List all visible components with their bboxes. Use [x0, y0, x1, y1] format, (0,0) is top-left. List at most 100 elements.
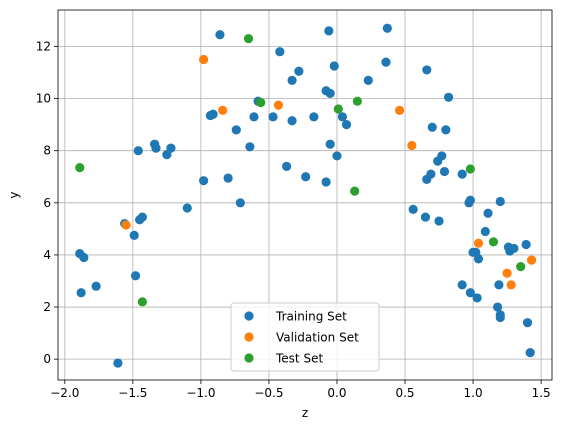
data-point: [439, 166, 450, 177]
data-point: [208, 109, 218, 119]
data-point: [309, 112, 319, 122]
x-tick-label: −2.0: [50, 386, 79, 400]
data-point: [337, 112, 348, 122]
y-tick-label: 10: [36, 92, 51, 106]
data-point: [282, 161, 292, 171]
data-point: [275, 47, 285, 57]
data-point: [137, 212, 147, 222]
x-tick-label: 1.5: [532, 386, 551, 400]
data-point: [231, 125, 241, 135]
data-point: [483, 208, 493, 218]
data-point: [381, 57, 391, 67]
data-point: [352, 96, 362, 106]
data-point: [480, 226, 490, 237]
data-point: [151, 143, 161, 153]
y-tick-label: 6: [43, 196, 51, 210]
axis-ticks: −2.0 −1.5 −1.0 −0.5 0.0 0.5 1.0 1.5 0 2 4 6 8 10 12: [36, 39, 551, 400]
data-point: [521, 239, 531, 250]
data-point: [488, 237, 499, 247]
series-test-set: [75, 34, 526, 307]
data-point: [495, 312, 505, 323]
data-point: [113, 358, 123, 368]
data-point: [249, 112, 259, 122]
data-point: [472, 293, 482, 303]
data-point: [516, 262, 526, 272]
plot-frame: [57, 9, 553, 381]
data-point: [495, 196, 505, 207]
data-point: [506, 280, 516, 290]
series-validation-set: [121, 54, 537, 290]
data-point: [325, 88, 335, 98]
x-tick-label: −1.0: [186, 386, 215, 400]
data-point: [182, 203, 192, 213]
data-point: [394, 105, 405, 115]
y-axis-label: y: [7, 191, 21, 198]
data-point: [437, 151, 447, 161]
data-point: [522, 318, 533, 328]
data-point: [525, 348, 535, 358]
data-point: [509, 243, 519, 254]
data-point: [218, 105, 228, 115]
data-point: [473, 238, 484, 248]
data-point: [457, 169, 467, 179]
data-point: [321, 177, 331, 187]
data-point: [76, 288, 86, 298]
data-point: [494, 280, 504, 290]
data-point: [133, 146, 143, 156]
data-point: [420, 212, 431, 222]
data-point: [350, 186, 360, 196]
y-tick-label: 4: [43, 248, 51, 262]
x-tick-label: −0.5: [254, 386, 283, 400]
legend-marker: [244, 332, 254, 342]
y-tick-label: 0: [43, 352, 51, 366]
data-point: [256, 97, 266, 108]
data-point: [324, 26, 334, 36]
data-points: [75, 23, 537, 368]
data-point: [408, 204, 418, 214]
series-training-set: [75, 23, 535, 368]
data-point: [363, 75, 373, 85]
data-point: [199, 176, 209, 186]
data-point: [75, 163, 85, 173]
y-tick-label: 2: [43, 300, 51, 314]
data-point: [329, 61, 339, 71]
legend-label: Test Set: [275, 352, 323, 366]
data-point: [434, 216, 444, 226]
data-point: [526, 255, 537, 265]
data-point: [121, 220, 131, 230]
data-point: [287, 116, 297, 126]
data-point: [91, 281, 101, 291]
data-point: [294, 66, 304, 76]
data-point: [137, 297, 147, 307]
x-tick-label: 0.5: [395, 386, 414, 400]
x-tick-label: 1.0: [464, 386, 483, 400]
data-point: [268, 112, 278, 122]
data-point: [301, 172, 311, 182]
y-tick-label: 12: [36, 39, 51, 53]
x-tick-label: −1.5: [118, 386, 147, 400]
data-point: [443, 92, 454, 102]
data-point: [332, 151, 342, 161]
data-point: [129, 230, 139, 240]
data-point: [465, 164, 475, 174]
data-point: [341, 120, 352, 130]
x-tick-label: 0.0: [327, 386, 346, 400]
data-point: [130, 271, 141, 281]
data-point: [473, 254, 484, 264]
legend-label: Training Set: [275, 310, 347, 324]
data-point: [325, 139, 335, 149]
data-point: [235, 198, 245, 208]
data-point: [441, 125, 451, 135]
data-point: [422, 65, 432, 75]
data-point: [287, 75, 297, 85]
data-point: [243, 34, 254, 44]
legend-label: Validation Set: [276, 331, 359, 345]
legend-marker: [244, 353, 254, 363]
data-point: [215, 30, 225, 40]
data-point: [382, 23, 392, 33]
legend-box: [230, 302, 380, 372]
data-point: [333, 104, 343, 114]
data-point: [79, 252, 89, 263]
data-point: [465, 195, 475, 205]
